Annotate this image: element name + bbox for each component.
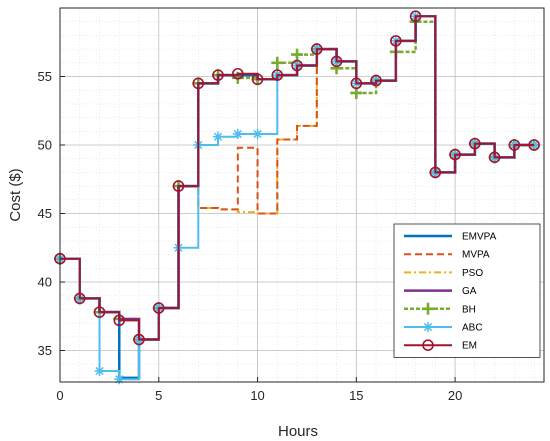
point-em (152, 302, 165, 314)
point-em (271, 69, 284, 81)
point-em (212, 69, 224, 81)
legend-entry-em: EM (404, 339, 477, 352)
y-tick-label: 45 (38, 206, 52, 221)
point-em (390, 35, 402, 47)
point-em (192, 77, 205, 90)
point-abc (232, 129, 243, 140)
ticks: 0 5 10 15 20 35 40 45 50 55 (38, 69, 463, 403)
legend: EMVPA MVPA PSO GA BH ABC EM (393, 223, 541, 358)
legend-label: ABC (462, 323, 483, 334)
point-em (73, 292, 86, 305)
legend-entry-mvpa: MVPA (404, 250, 490, 261)
plot-frame (59, 7, 545, 383)
legend-entry-abc: ABC (404, 322, 483, 334)
y-axis-label: Cost ($) (7, 168, 24, 221)
series-layer (54, 10, 541, 385)
point-abc (94, 366, 105, 377)
point-em (113, 314, 126, 327)
x-tick-label: 0 (56, 388, 63, 403)
point-em (488, 151, 501, 164)
legend-entry-emvpa: EMVPA (404, 232, 497, 243)
point-abc (114, 374, 125, 385)
point-em (311, 43, 323, 55)
x-tick-label: 15 (349, 388, 363, 403)
point-em (291, 59, 303, 72)
legend-label: GA (462, 286, 477, 297)
point-em (469, 137, 481, 150)
point-em (330, 55, 343, 68)
y-tick-label: 40 (38, 274, 52, 289)
legend-label: MVPA (462, 250, 490, 261)
x-tick-label: 10 (250, 388, 264, 403)
point-em (231, 67, 244, 80)
point-em (251, 73, 264, 86)
legend-marker (422, 302, 434, 315)
legend-marker (422, 339, 434, 352)
point-bh (271, 56, 284, 69)
legend-entry-pso: PSO (404, 268, 483, 279)
point-em (350, 77, 363, 90)
point-abc (213, 131, 224, 142)
y-tick-label: 35 (38, 343, 52, 358)
y-tick-label: 55 (38, 69, 52, 84)
legend-label: EMVPA (462, 232, 497, 243)
y-tick-label: 50 (38, 137, 52, 152)
point-em (172, 180, 185, 192)
point-em (449, 148, 461, 161)
x-axis-label: Hours (278, 423, 318, 440)
legend-label: EM (462, 341, 477, 352)
point-em (133, 333, 145, 346)
legend-label: PSO (462, 268, 483, 279)
x-tick-label: 20 (448, 388, 462, 403)
point-em (508, 139, 521, 151)
legend-marker (423, 322, 433, 332)
point-em (370, 74, 382, 87)
legend-label: BH (462, 304, 476, 315)
point-em (93, 306, 106, 318)
point-em (409, 10, 422, 23)
legend-entry-bh: BH (404, 302, 476, 315)
point-abc (252, 129, 263, 140)
legend-entry-ga: GA (404, 286, 477, 297)
point-em (429, 166, 442, 179)
point-em (528, 139, 540, 151)
series-em (54, 10, 540, 346)
point-bh (291, 48, 304, 61)
x-tick-label: 5 (155, 388, 162, 403)
